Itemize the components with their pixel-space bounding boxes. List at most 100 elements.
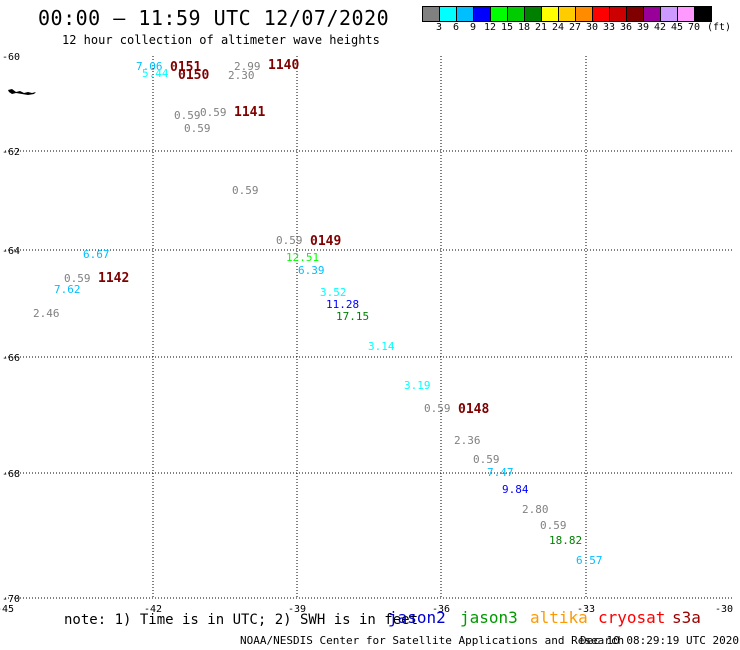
coastline <box>8 89 36 95</box>
wave-height-value: 0.59 <box>276 234 303 247</box>
latitude-label: -66 <box>2 353 20 364</box>
pass-time-label: 1142 <box>98 271 129 286</box>
scale-swatch <box>491 7 508 21</box>
wave-height-value: 11.28 <box>326 298 359 311</box>
latitude-label: -62 <box>2 147 20 158</box>
scale-label: 33 <box>602 22 616 33</box>
scale-swatch <box>559 7 576 21</box>
wave-height-value: 7.47 <box>487 466 514 479</box>
longitude-label: -33 <box>577 604 595 615</box>
latitude-label: -64 <box>2 246 20 257</box>
scale-label: 70 <box>687 22 701 33</box>
scale-swatch <box>678 7 695 21</box>
scale-swatch <box>542 7 559 21</box>
scale-swatch <box>593 7 610 21</box>
scale-label: 9 <box>469 22 477 33</box>
wave-height-value: 3.14 <box>368 340 395 353</box>
satellite-jason2: jason2 <box>388 608 446 627</box>
graticule <box>5 56 733 599</box>
wave-height-value: 2.99 <box>234 60 261 73</box>
latitude-label: -68 <box>2 469 20 480</box>
scale-unit: (ft) <box>706 22 732 33</box>
scale-swatch <box>423 7 440 21</box>
wave-height-value: 0.59 <box>424 402 451 415</box>
units-note: note: 1) Time is in UTC; 2) SWH is in fe… <box>64 612 419 628</box>
wave-height-value: 17.15 <box>336 310 369 323</box>
wave-height-value: 2.46 <box>33 307 60 320</box>
scale-swatch <box>627 7 644 21</box>
latitude-label: -60 <box>2 52 20 63</box>
wave-height-value: 2.36 <box>454 434 481 447</box>
scale-swatch <box>576 7 593 21</box>
scale-label: 15 <box>500 22 514 33</box>
generation-timestamp: Dec 10 08:29:19 UTC 2020 <box>580 634 739 647</box>
scale-swatch <box>508 7 525 21</box>
satellite-cryosat: cryosat <box>598 608 666 627</box>
wave-height-value: 7.06 <box>136 60 163 73</box>
pass-time-label: 0149 <box>310 234 341 249</box>
scale-swatch <box>661 7 678 21</box>
wave-height-value: 12.51 <box>286 251 319 264</box>
scale-label: 36 <box>619 22 633 33</box>
pass-time-label: 0148 <box>458 402 489 417</box>
scale-label: 42 <box>653 22 667 33</box>
wave-height-value: 3.52 <box>320 286 347 299</box>
wave-height-value: 0.59 <box>200 106 227 119</box>
page-subtitle: 12 hour collection of altimeter wave hei… <box>62 33 380 47</box>
wave-height-value: 5.44 <box>142 67 169 80</box>
scale-label: 39 <box>636 22 650 33</box>
wave-height-value: 6.39 <box>298 264 325 277</box>
satellite-altika: altika <box>530 608 588 627</box>
satellite-s3a: s3a <box>672 608 701 627</box>
scale-swatch <box>440 7 457 21</box>
scale-swatch <box>474 7 491 21</box>
scale-swatch <box>644 7 661 21</box>
scale-label: 45 <box>670 22 684 33</box>
latitude-label: -70 <box>2 594 20 605</box>
pass-time-label: 1140 <box>268 58 299 73</box>
scale-label: 6 <box>452 22 460 33</box>
wave-height-value: 18.82 <box>549 534 582 547</box>
wave-height-values: 7.065.442.992.300.59 0.590.590.590.596.67… <box>33 60 603 567</box>
wave-height-value: 2.80 <box>522 503 549 516</box>
scale-label: 21 <box>534 22 548 33</box>
scale-swatch <box>695 7 711 21</box>
credit-line: NOAA/NESDIS Center for Satellite Applica… <box>240 634 625 647</box>
wave-height-value: 0.59 <box>540 519 567 532</box>
longitude-label: -45 <box>0 604 14 615</box>
pass-time-label: 1141 <box>234 105 265 120</box>
wave-height-value: 6.67 <box>83 248 110 261</box>
scale-swatch <box>457 7 474 21</box>
wave-height-value: 0.59 <box>174 109 201 122</box>
page-title: 00:00 – 11:59 UTC 12/07/2020 <box>38 6 390 30</box>
scale-label: 30 <box>585 22 599 33</box>
axis-labels: -60 -62 -64 -66 -68 -70-45 -42 -39 -36 -33 -30 <box>0 52 733 615</box>
scale-swatch <box>610 7 627 21</box>
pass-time-label: 0150 <box>178 68 209 83</box>
scale-label: 3 <box>435 22 443 33</box>
wave-height-value: 2.30 <box>228 69 255 82</box>
scale-label: 12 <box>483 22 497 33</box>
wave-height-color-scale <box>422 6 712 22</box>
longitude-label: -39 <box>288 604 306 615</box>
wave-height-value: 6.57 <box>576 554 603 567</box>
island-coast <box>8 89 36 95</box>
scale-label: 18 <box>517 22 531 33</box>
satellite-jason3: jason3 <box>460 608 518 627</box>
scale-label: 27 <box>568 22 582 33</box>
scale-swatch <box>525 7 542 21</box>
pass-time-label: 0151 <box>170 60 201 75</box>
wave-height-value: 0.59 <box>232 184 259 197</box>
longitude-label: -36 <box>432 604 450 615</box>
wave-height-value: 7.62 <box>54 283 81 296</box>
wave-height-value: 3.19 <box>404 379 431 392</box>
wave-height-value: 0.59 <box>473 453 500 466</box>
longitude-label: -42 <box>144 604 162 615</box>
wave-height-value: 9.84 <box>502 483 529 496</box>
wave-height-value: 0.59 <box>64 272 91 285</box>
wave-height-value: 0.59 <box>184 122 211 135</box>
scale-label: 24 <box>551 22 565 33</box>
